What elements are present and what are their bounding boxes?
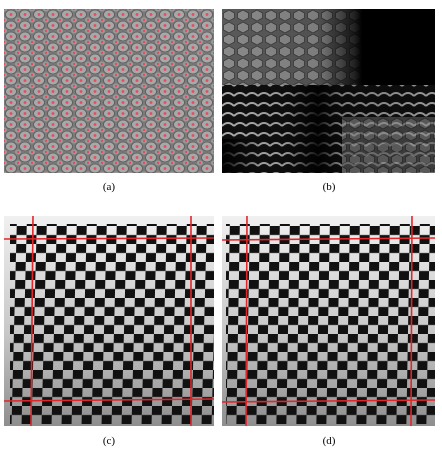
figure-panel-a — [4, 9, 214, 173]
figure-panel-b — [222, 9, 435, 173]
response-map-image — [222, 9, 435, 173]
caption-c: (c) — [102, 435, 116, 447]
checkerboard-image-d — [222, 216, 435, 426]
figure-panel-c — [4, 216, 214, 426]
caption-d: (d) — [322, 435, 336, 447]
figure-panel-d — [222, 216, 435, 426]
caption-b: (b) — [322, 181, 336, 193]
caption-a: (a) — [102, 181, 116, 193]
hex-pattern-image — [4, 9, 214, 173]
checkerboard-image-c — [4, 216, 214, 426]
